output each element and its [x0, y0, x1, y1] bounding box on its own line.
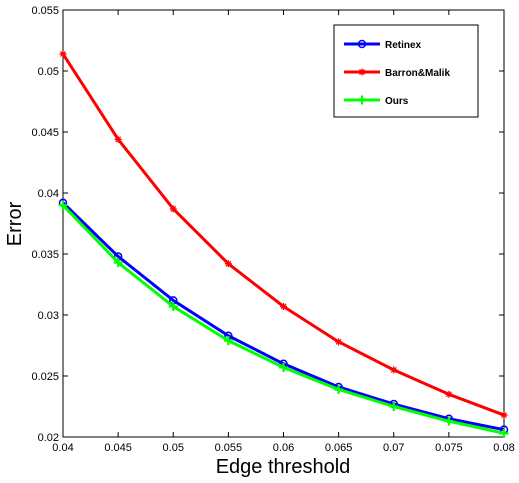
data-point-barron-malik [114, 135, 122, 143]
data-point-ours [58, 200, 68, 210]
data-point-barron-malik [169, 205, 177, 213]
y-axis-label: Error [4, 201, 26, 246]
data-point-ours [389, 402, 399, 411]
legend: Retinex Barron&Malik Ours [333, 24, 479, 118]
legend-marker [357, 95, 367, 105]
legend-label: Ours [385, 96, 409, 107]
series-barron-malik [59, 50, 508, 419]
x-axis-label: Edge threshold [216, 456, 351, 478]
y-tick-label: 0.02 [38, 432, 59, 444]
data-point-barron-malik [335, 338, 343, 346]
data-point-barron-malik [280, 302, 287, 310]
x-tick-label: 0.07 [383, 442, 404, 454]
legend-item-ours: Ours [344, 95, 409, 107]
y-tick-label: 0.055 [31, 5, 59, 17]
x-tick-label: 0.065 [325, 442, 353, 454]
x-tick-label: 0.06 [273, 442, 294, 454]
y-tick-label: 0.05 [38, 66, 59, 78]
y-tick-label: 0.025 [31, 371, 59, 383]
x-tick-label: 0.04 [52, 442, 73, 454]
data-point-barron-malik [500, 411, 508, 419]
y-axis: 0.02 0.025 0.03 0.035 0.04 0.045 0.05 0.055 [31, 5, 504, 444]
data-point-barron-malik [445, 390, 453, 398]
x-tick-label: 0.08 [493, 442, 514, 454]
data-point-ours [113, 258, 123, 268]
x-tick-label: 0.05 [163, 442, 184, 454]
x-tick-label: 0.045 [104, 442, 132, 454]
y-tick-label: 0.03 [38, 310, 59, 322]
legend-marker [357, 39, 367, 49]
data-point-barron-malik [59, 50, 67, 58]
legend-label: Barron&Malik [385, 68, 450, 79]
x-axis: 0.04 0.045 0.05 0.055 0.06 0.065 0.07 0.075 0.08 [52, 10, 515, 454]
legend-item-barron-malik: Barron&Malik [344, 68, 450, 79]
legend-label: Retinex [385, 40, 422, 51]
y-tick-label: 0.04 [38, 188, 59, 200]
data-point-barron-malik [224, 260, 232, 268]
data-point-barron-malik [390, 366, 398, 374]
data-point-ours [499, 428, 509, 438]
y-tick-label: 0.045 [31, 127, 59, 139]
legend-marker [358, 68, 366, 76]
x-tick-label: 0.055 [215, 442, 243, 454]
data-point-ours [168, 301, 178, 311]
data-point-ours [279, 362, 288, 372]
x-tick-label: 0.075 [435, 442, 463, 454]
series-ours [58, 200, 509, 438]
data-point-ours [444, 416, 454, 426]
legend-item-retinex: Retinex [344, 39, 422, 51]
y-tick-label: 0.035 [31, 249, 59, 261]
data-point-ours [334, 384, 344, 394]
data-point-ours [223, 336, 233, 346]
series-layer [58, 50, 509, 438]
